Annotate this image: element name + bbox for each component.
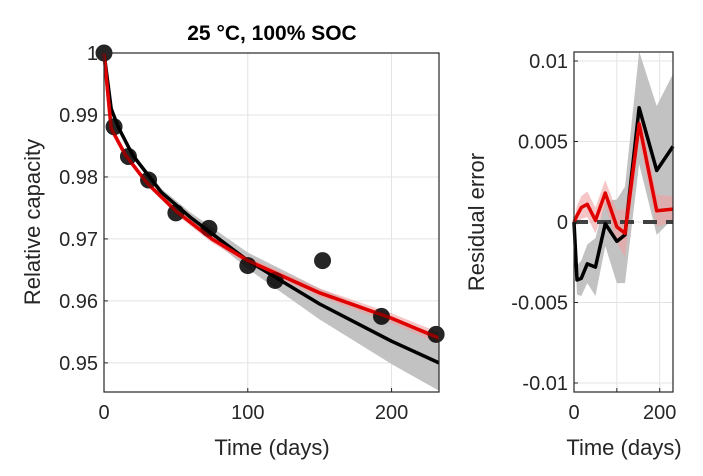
left-x-tick-label: 0 [98,402,109,424]
left-axes-box [103,52,440,393]
left-y-axis-label: Relative capacity [20,139,45,305]
left-x-axis-label: Time (days) [214,435,329,460]
data-point [200,219,218,237]
left-y-tick-label: 0.98 [59,167,98,189]
left-series-line-overlay [102,52,440,340]
right-y-tick-label: 0.005 [518,132,568,154]
chart-title: 25 °C, 100% SOC [187,22,356,45]
data-point [314,252,332,270]
right-x-tick-label: 0 [568,402,579,424]
right-x-tick-label: 200 [643,402,676,424]
data-point [140,171,158,189]
right-y-tick-label: 0 [557,212,568,234]
left-x-tick-label: 100 [231,402,264,424]
left-y-tick-label: 0.99 [59,105,98,127]
left-y-tick-label: 1 [87,43,98,65]
left-y-tick-label: 0.96 [59,291,98,313]
right-y-tick-label: -0.01 [522,373,568,395]
data-point [427,325,445,343]
left-y-tick-label: 0.95 [59,353,98,375]
right-series-line-1 [572,122,674,236]
right-confidence-band-1 [574,107,673,258]
right-series-line-0 [572,105,675,282]
right-x-axis-label: Time (days) [566,435,681,460]
right-axes: 0 200 -0.01 -0.005 0 0.005 0.01 [511,51,676,424]
left-y-tick-label: 0.97 [59,229,98,251]
right-confidence-band-0 [574,51,673,297]
right-y-axis-label: Residual error [464,153,489,291]
right-y-tick-label: 0.01 [529,51,568,73]
left-axes: 0 100 200 0.95 0.96 0.97 0.98 0.99 1 [59,43,445,424]
left-x-tick-label: 200 [375,402,408,424]
right-y-tick-label: -0.005 [511,292,568,314]
